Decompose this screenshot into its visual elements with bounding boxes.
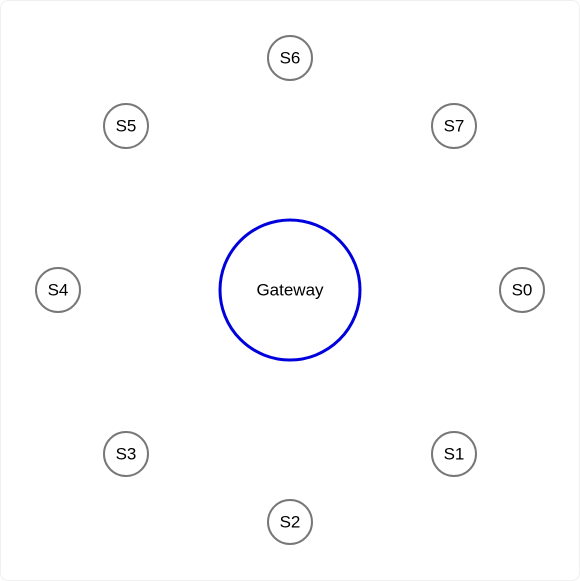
gateway-circle: [218, 218, 362, 362]
satellite-circle: [103, 103, 149, 149]
satellite-label: S3: [116, 445, 137, 464]
satellite-node-s6[interactable]: S6: [267, 35, 313, 81]
satellite-node-s4[interactable]: S4: [35, 267, 81, 313]
satellite-label: S2: [280, 513, 301, 532]
satellite-circle: [431, 103, 477, 149]
satellite-node-s1[interactable]: S1: [431, 431, 477, 477]
satellite-label: S6: [280, 49, 301, 68]
satellite-circle: [267, 499, 313, 545]
gateway-node[interactable]: Gateway: [218, 218, 362, 362]
satellite-nodes: S0 S1 S2 S3 S4 S5 S6 S7: [35, 35, 545, 545]
satellite-circle: [35, 267, 81, 313]
satellite-node-s5[interactable]: S5: [103, 103, 149, 149]
satellite-label: S7: [444, 117, 465, 136]
gateway-label: Gateway: [256, 281, 324, 300]
satellite-circle: [499, 267, 545, 313]
satellite-circle: [103, 431, 149, 477]
satellite-label: S0: [512, 281, 533, 300]
satellite-node-s2[interactable]: S2: [267, 499, 313, 545]
satellite-circle: [431, 431, 477, 477]
satellite-node-s0[interactable]: S0: [499, 267, 545, 313]
satellite-label: S4: [48, 281, 69, 300]
satellite-label: S1: [444, 445, 465, 464]
satellite-node-s7[interactable]: S7: [431, 103, 477, 149]
satellite-node-s3[interactable]: S3: [103, 431, 149, 477]
satellite-circle: [267, 35, 313, 81]
satellite-label: S5: [116, 117, 137, 136]
